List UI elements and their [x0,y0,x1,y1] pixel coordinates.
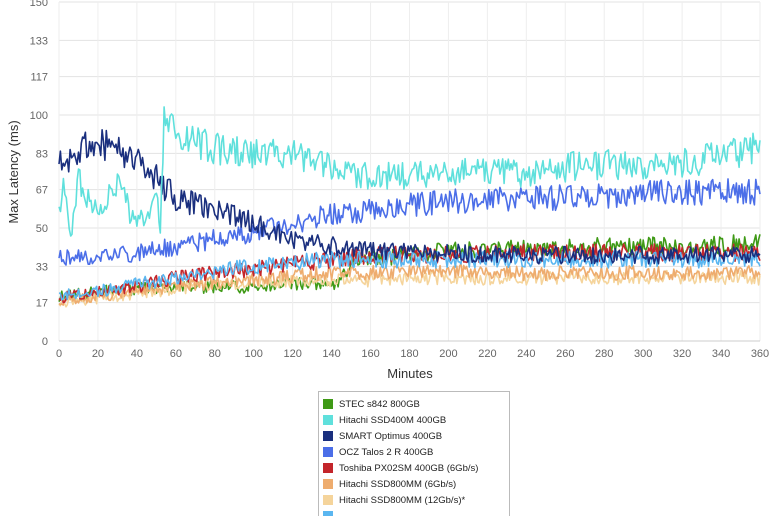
x-tick-label: 200 [439,348,457,360]
legend-label: OCZ Talos 2 R 400GB [339,446,434,458]
legend-item[interactable]: OCZ Talos 2 R 400GB [323,444,509,460]
x-tick-label: 120 [283,348,301,360]
y-axis-title: Max Latency (ms) [6,120,21,223]
legend-item[interactable]: STEC s842 800GB [323,396,509,412]
legend-swatch [323,479,333,489]
series-line [58,178,761,266]
x-tick-label: 0 [56,348,62,360]
y-tick-label: 17 [36,298,48,310]
x-tick-label: 140 [322,348,340,360]
y-tick-label: 117 [30,72,48,84]
legend-label: Hitachi SSD800MM (12Gb/s)* [339,494,466,506]
legend: STEC s842 800GB Hitachi SSD400M 400GB SMAR… [318,391,510,516]
legend-label: Toshiba PX02SM 400GB (6Gb/s) [339,462,479,474]
x-tick-label: 320 [673,348,691,360]
legend-swatch [323,447,333,457]
series-line [58,106,761,237]
y-tick-label: 150 [30,0,48,9]
x-tick-label: 240 [517,348,535,360]
series-lines [58,106,761,308]
y-tick-label: 100 [30,110,48,122]
legend-item[interactable]: Hitachi SSD800MM (6Gb/s) [323,476,509,492]
series-line [58,129,761,265]
x-tick-label: 360 [751,348,769,360]
x-tick-label: 220 [478,348,496,360]
x-tick-label: 260 [556,348,574,360]
series-line [58,263,761,306]
x-tick-label: 60 [170,348,182,360]
y-tick-label: 83 [36,148,48,160]
legend-label: STEC s842 800GB [339,398,420,410]
legend-swatch [323,415,333,425]
x-tick-label: 340 [712,348,730,360]
legend-swatch [323,399,333,409]
legend-label: SMART Optimus 400GB [339,430,443,442]
x-tick-label: 280 [595,348,613,360]
y-tick-label: 67 [36,185,48,197]
x-axis-title: Minutes [387,366,433,381]
y-axis-ticks: 0 17 33 50 67 83 100 117 133 150 [30,0,48,348]
legend-swatch [323,463,333,473]
legend-swatch [323,511,333,516]
x-axis-ticks: 0 20 40 60 80 100 120 140 160 180 200 220 240 260 280 3… [56,348,769,360]
legend-item[interactable]: SMART Optimus 400GB [323,428,509,444]
x-tick-label: 40 [131,348,143,360]
x-tick-label: 300 [634,348,652,360]
legend-label: Hitachi SSD800MM (6Gb/s) [339,478,457,490]
x-tick-label: 80 [209,348,221,360]
x-tick-label: 20 [92,348,104,360]
x-tick-label: 100 [245,348,263,360]
legend-label: Hitachi SSD400M 400GB [339,414,447,426]
x-tick-label: 160 [361,348,379,360]
legend-item[interactable]: Hitachi SSD800MM (12Gb/s)* [323,492,509,508]
y-tick-label: 0 [42,336,48,348]
legend-swatch [323,495,333,505]
x-tick-label: 180 [400,348,418,360]
y-tick-label: 133 [30,35,48,47]
legend-swatch [323,431,333,441]
legend-item[interactable]: Toshiba PX02SM 400GB (6Gb/s) [323,460,509,476]
y-tick-label: 50 [36,223,48,235]
legend-item[interactable]: Hitachi SSD400M 400GB [323,412,509,428]
y-tick-label: 33 [36,261,48,273]
legend-item[interactable] [323,508,509,516]
